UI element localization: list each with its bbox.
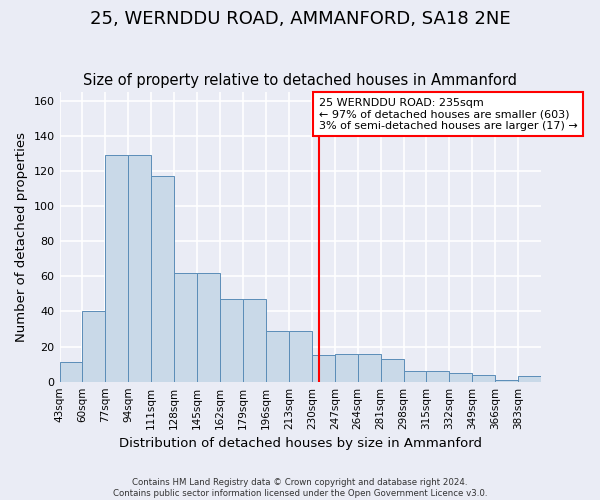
Text: 25, WERNDDU ROAD, AMMANFORD, SA18 2NE: 25, WERNDDU ROAD, AMMANFORD, SA18 2NE [89, 10, 511, 28]
Bar [335, 354, 358, 382]
Bar [151, 176, 174, 382]
Bar [128, 155, 151, 382]
Bar [449, 373, 472, 382]
Bar [358, 354, 380, 382]
Bar [289, 331, 312, 382]
Bar [197, 273, 220, 382]
Bar [312, 356, 335, 382]
Bar [243, 299, 266, 382]
Title: Size of property relative to detached houses in Ammanford: Size of property relative to detached ho… [83, 73, 517, 88]
Bar [220, 299, 243, 382]
Y-axis label: Number of detached properties: Number of detached properties [15, 132, 28, 342]
Text: Contains HM Land Registry data © Crown copyright and database right 2024.
Contai: Contains HM Land Registry data © Crown c… [113, 478, 487, 498]
X-axis label: Distribution of detached houses by size in Ammanford: Distribution of detached houses by size … [119, 437, 482, 450]
Bar [495, 380, 518, 382]
Bar [380, 359, 404, 382]
Bar [518, 376, 541, 382]
Bar [106, 155, 128, 382]
Bar [266, 331, 289, 382]
Bar [82, 312, 106, 382]
Bar [174, 273, 197, 382]
Bar [427, 371, 449, 382]
Bar [404, 371, 427, 382]
Bar [472, 374, 495, 382]
Text: 25 WERNDDU ROAD: 235sqm
← 97% of detached houses are smaller (603)
3% of semi-de: 25 WERNDDU ROAD: 235sqm ← 97% of detache… [319, 98, 577, 131]
Bar [59, 362, 82, 382]
